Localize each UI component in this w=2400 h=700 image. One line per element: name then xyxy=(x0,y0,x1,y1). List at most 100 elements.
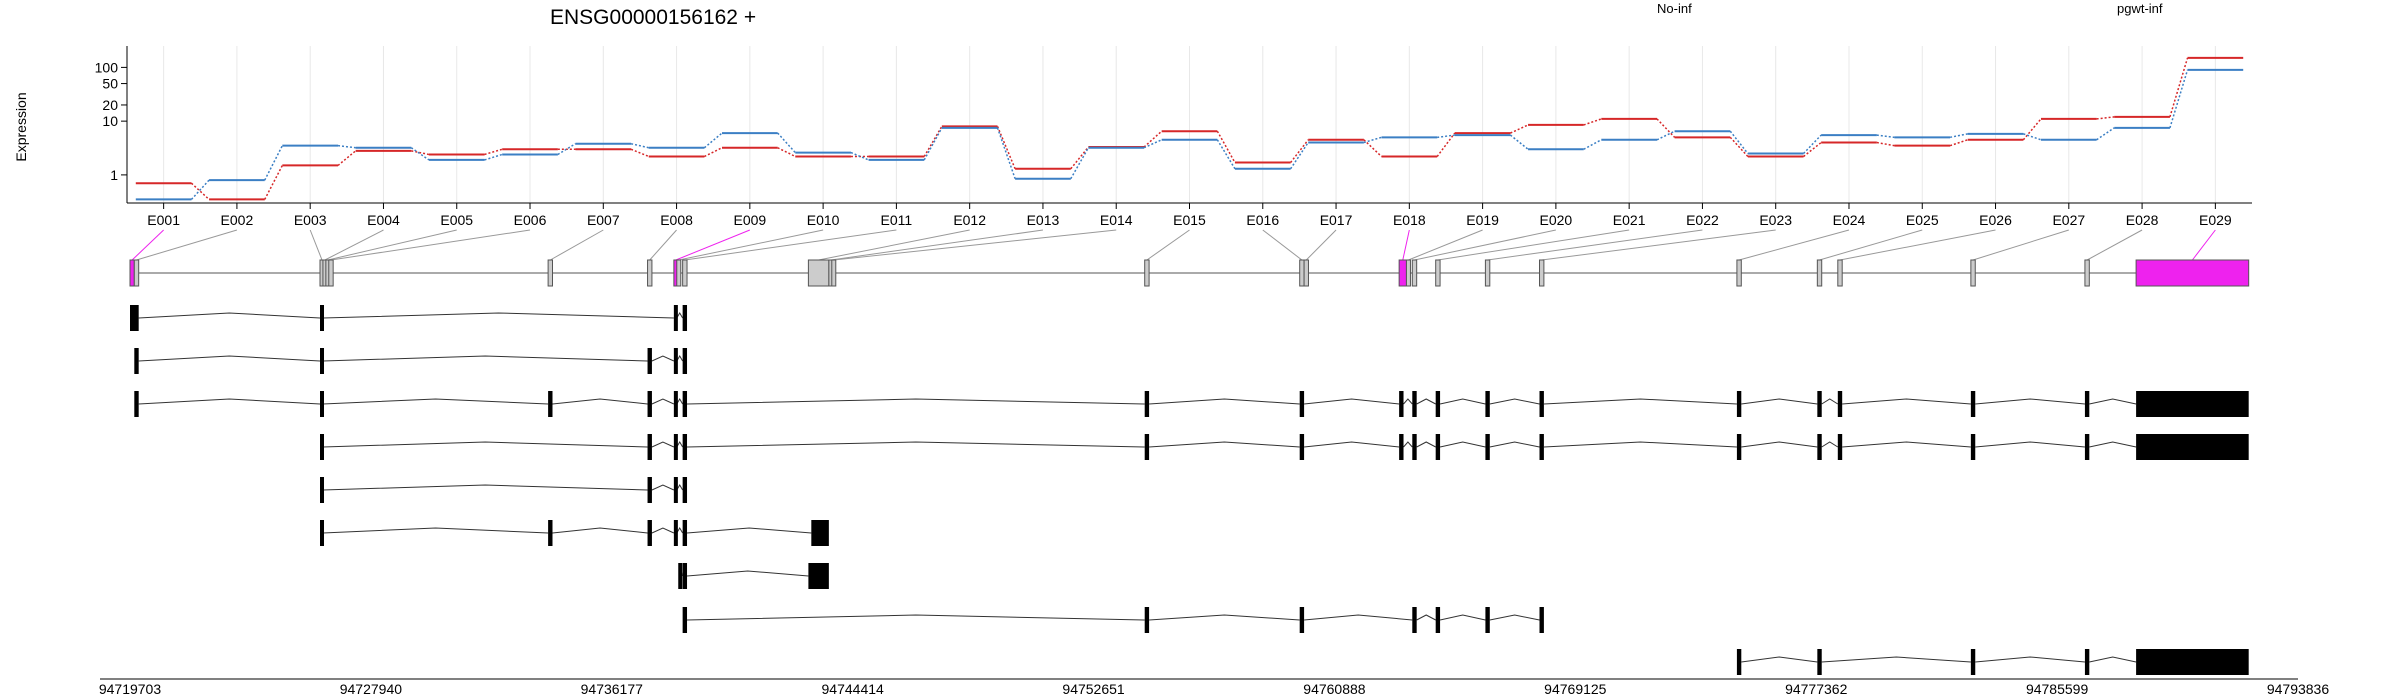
intron-line xyxy=(1842,398,1971,405)
transcript-5 xyxy=(320,477,688,503)
intron-line xyxy=(1821,441,1839,448)
exon-connector xyxy=(675,229,751,261)
transcript-exon xyxy=(2084,434,2090,460)
transcript-exon xyxy=(673,434,678,460)
intron-line xyxy=(138,398,321,405)
genomic-tick-label: 94719703 xyxy=(99,681,162,697)
series-connector xyxy=(410,147,430,161)
transcript-exon xyxy=(673,391,678,417)
exon-box-e007 xyxy=(547,259,553,287)
exon-label: E017 xyxy=(1320,212,1353,228)
intron-line xyxy=(686,527,812,534)
exon-label: E020 xyxy=(1540,212,1573,228)
exon-label: E018 xyxy=(1393,212,1426,228)
series-connector xyxy=(337,150,357,167)
exon-connector xyxy=(818,229,970,261)
transcript-exon xyxy=(673,520,678,546)
exon-label: E003 xyxy=(294,212,327,228)
transcript-exon xyxy=(320,348,325,374)
intron-line xyxy=(2089,441,2137,448)
transcript-exon xyxy=(647,434,652,460)
exon-box-e001 xyxy=(129,259,135,287)
transcript-exon xyxy=(1970,649,1976,675)
series-connector xyxy=(1656,130,1675,141)
transcript-exon xyxy=(320,391,325,417)
exon-connector xyxy=(550,229,604,261)
intron-line xyxy=(552,527,648,534)
transcript-exon xyxy=(1435,607,1441,633)
transcript-exon xyxy=(1817,649,1822,675)
series-connector xyxy=(777,132,796,154)
series-connector xyxy=(1216,139,1236,170)
gene-model xyxy=(129,259,2250,287)
transcript-exon xyxy=(134,391,139,417)
exon-label: E028 xyxy=(2126,212,2159,228)
exon-box-e015 xyxy=(1144,259,1150,287)
connectors xyxy=(131,229,2216,261)
exon-connector xyxy=(649,229,677,261)
transcript-2 xyxy=(134,348,688,374)
transcript-exon xyxy=(1970,391,1976,417)
transcript-exon xyxy=(682,607,688,633)
intron-line xyxy=(1741,398,1818,405)
transcript-exon xyxy=(320,305,325,331)
series-pgwt-inf xyxy=(135,68,2244,201)
intron-line xyxy=(651,484,675,491)
exon-connector xyxy=(1437,229,1630,261)
intron-line xyxy=(686,570,809,577)
series-connector xyxy=(1949,139,1968,147)
transcript-exon xyxy=(811,520,829,546)
series-connector xyxy=(1510,124,1529,134)
exon-box-e028 xyxy=(2084,259,2090,287)
series-connector xyxy=(1876,134,1895,139)
intron-line xyxy=(322,484,648,491)
exon-label: E023 xyxy=(1759,212,1792,228)
exon-label: E022 xyxy=(1686,212,1719,228)
exon-label: E009 xyxy=(733,212,766,228)
exon-label: E001 xyxy=(147,212,180,228)
intron-line xyxy=(1543,441,1737,448)
genomic-tick-label: 94769125 xyxy=(1544,681,1607,697)
exon-box-e029 xyxy=(2135,259,2250,287)
exon-label: E014 xyxy=(1100,212,1133,228)
intron-line xyxy=(1149,614,1300,621)
intron-line xyxy=(1821,398,1839,405)
series-connector xyxy=(1216,130,1236,163)
series-connector xyxy=(190,179,210,200)
transcript-exon xyxy=(1435,391,1441,417)
transcript-exon xyxy=(2084,391,2090,417)
transcript-exon xyxy=(1970,434,1976,460)
series-connector xyxy=(1876,141,1895,147)
exon-box-e012 xyxy=(807,259,830,287)
intron-line xyxy=(1489,441,1540,448)
transcript-1 xyxy=(130,305,688,331)
series-connector xyxy=(1437,134,1455,139)
exon-label: E011 xyxy=(881,212,913,228)
series-connector xyxy=(1729,136,1749,157)
series-connector xyxy=(1509,134,1529,150)
genomic-tick-label: 94744414 xyxy=(822,681,885,697)
exon-labels: E001 E002 E003 E004 E005 E006 E007 E008 E009 E010… xyxy=(147,203,2232,228)
exon-connector xyxy=(1819,229,1923,261)
transcript-9 xyxy=(1736,649,2249,675)
intron-line xyxy=(1741,441,1818,448)
transcript-exon xyxy=(1412,607,1417,633)
exon-label: E007 xyxy=(587,212,620,228)
intron-line xyxy=(322,398,549,405)
chart-title: ENSG00000156162 + xyxy=(550,6,756,29)
exon-box-e019 xyxy=(1405,259,1411,287)
exon-connector xyxy=(136,229,238,261)
intron-line xyxy=(2089,656,2137,663)
transcript-6 xyxy=(320,520,829,546)
transcript-exon xyxy=(1412,434,1417,460)
exon-connector xyxy=(2192,229,2216,261)
legend-pgwt-inf: pgwt-inf xyxy=(2117,1,2163,16)
intron-line xyxy=(687,614,1145,621)
exon-connector xyxy=(833,229,1117,261)
series-connector xyxy=(630,142,649,149)
series-no-inf xyxy=(135,56,2244,201)
transcript-exon xyxy=(1299,434,1305,460)
series-connector xyxy=(1436,132,1456,157)
intron-line xyxy=(1304,614,1413,621)
